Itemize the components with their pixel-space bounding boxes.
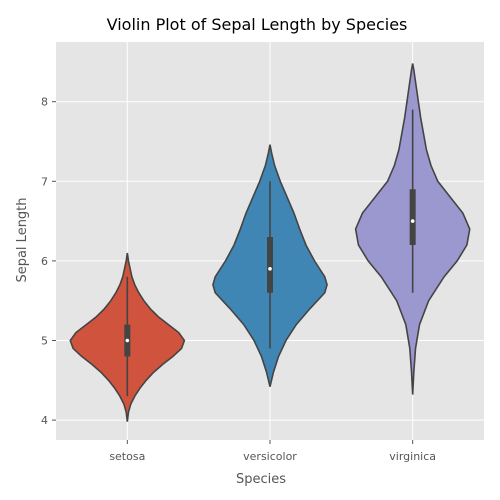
x-axis-label: Species [236, 472, 286, 487]
y-tick-label-5: 5 [41, 335, 48, 348]
iqr-box-virginica [409, 189, 416, 245]
x-tick-label-versicolor: versicolor [243, 450, 297, 463]
median-dot-virginica [410, 219, 415, 223]
y-tick-label-8: 8 [41, 96, 48, 109]
median-dot-setosa [125, 338, 130, 343]
violin-versicolor [212, 144, 328, 387]
x-axis: setosa versicolor virginica [109, 440, 436, 463]
iqr-box-versicolor [267, 237, 273, 293]
median-dot-versicolor [268, 267, 272, 271]
y-tick-label-4: 4 [41, 414, 48, 427]
y-axis-label: Sepal Length [15, 197, 30, 282]
violins [69, 63, 471, 422]
y-axis: 4 5 6 7 8 [41, 96, 56, 427]
y-tick-label-6: 6 [41, 255, 48, 268]
violin-setosa [69, 252, 186, 422]
y-tick-label-7: 7 [41, 175, 48, 188]
violin-virginica [354, 63, 471, 395]
x-tick-label-setosa: setosa [109, 450, 145, 463]
x-tick-label-virginica: virginica [389, 450, 436, 463]
chart-title: Violin Plot of Sepal Length by Species [107, 15, 408, 34]
